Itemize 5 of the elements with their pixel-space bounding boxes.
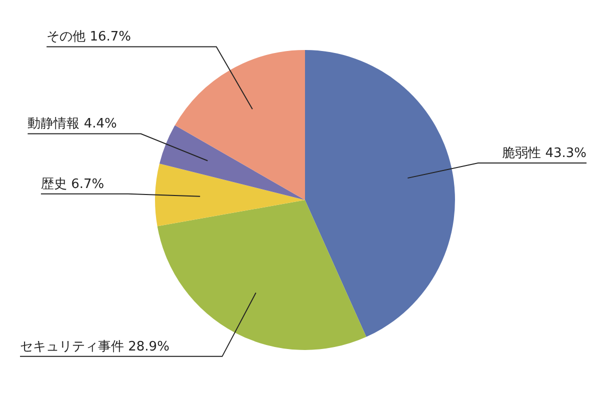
slice-label: 脆弱性 43.3% (502, 146, 587, 161)
slice-label: その他 16.7% (46, 30, 132, 45)
slice-label: セキュリティ事件 28.9% (20, 339, 170, 354)
slice-label: 歴史 6.7% (40, 176, 104, 192)
slice-label: 動静情報 4.4% (28, 116, 117, 132)
